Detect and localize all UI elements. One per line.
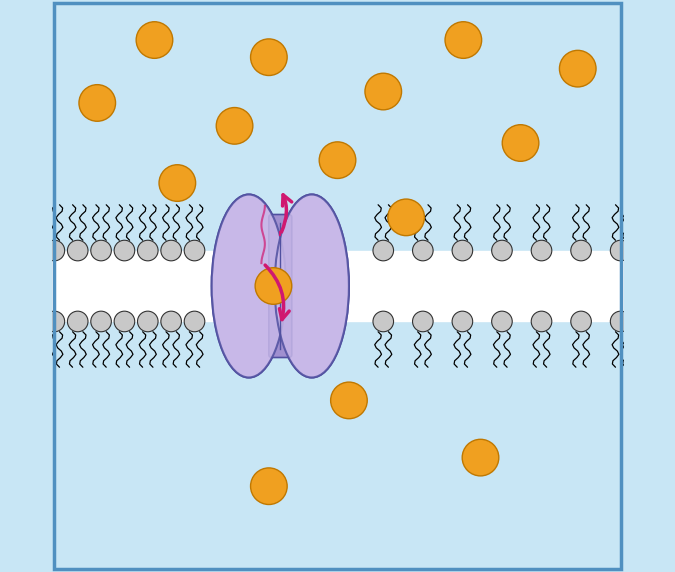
Circle shape: [79, 85, 115, 121]
Circle shape: [114, 311, 135, 332]
Bar: [51, 251, 624, 321]
Circle shape: [159, 165, 196, 201]
Circle shape: [114, 240, 135, 261]
Ellipse shape: [275, 194, 349, 378]
Ellipse shape: [212, 194, 286, 378]
Circle shape: [412, 240, 433, 261]
Circle shape: [560, 50, 596, 87]
Circle shape: [502, 125, 539, 161]
Circle shape: [216, 108, 253, 144]
Circle shape: [319, 142, 356, 178]
Ellipse shape: [275, 194, 349, 378]
Circle shape: [44, 311, 65, 332]
Circle shape: [531, 311, 551, 332]
Circle shape: [373, 240, 394, 261]
Circle shape: [161, 240, 182, 261]
Circle shape: [452, 240, 472, 261]
Circle shape: [44, 240, 65, 261]
Circle shape: [250, 468, 287, 505]
Circle shape: [136, 22, 173, 58]
Circle shape: [610, 311, 631, 332]
Circle shape: [138, 311, 158, 332]
Ellipse shape: [212, 194, 286, 378]
Circle shape: [491, 311, 512, 332]
Circle shape: [491, 240, 512, 261]
Circle shape: [610, 240, 631, 261]
Circle shape: [90, 240, 111, 261]
Circle shape: [90, 311, 111, 332]
Circle shape: [184, 240, 205, 261]
Circle shape: [571, 240, 591, 261]
Circle shape: [365, 73, 402, 110]
Circle shape: [68, 240, 88, 261]
Circle shape: [184, 311, 205, 332]
Circle shape: [250, 39, 287, 76]
Circle shape: [412, 311, 433, 332]
Circle shape: [68, 311, 88, 332]
Circle shape: [462, 439, 499, 476]
Circle shape: [571, 311, 591, 332]
Circle shape: [331, 382, 367, 419]
Circle shape: [161, 311, 182, 332]
Circle shape: [388, 199, 425, 236]
Circle shape: [373, 311, 394, 332]
Circle shape: [531, 240, 551, 261]
Circle shape: [255, 268, 292, 304]
Circle shape: [445, 22, 482, 58]
Circle shape: [452, 311, 472, 332]
Circle shape: [138, 240, 158, 261]
FancyBboxPatch shape: [269, 214, 292, 358]
